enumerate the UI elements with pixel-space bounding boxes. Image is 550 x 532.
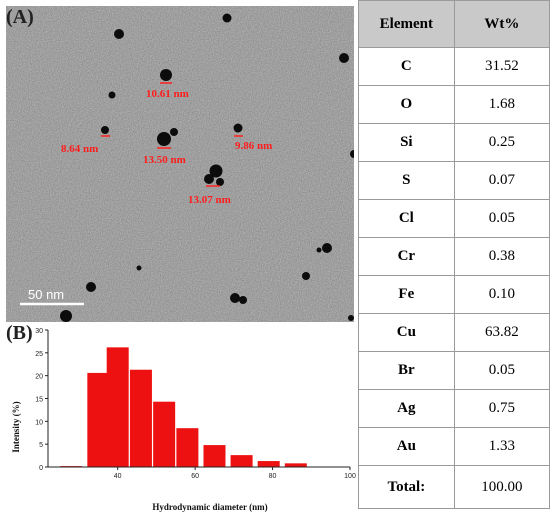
y-tick-label: 10: [35, 419, 43, 426]
element-cell: Cl: [358, 199, 455, 238]
annotation-2: 8.64 nm: [61, 143, 98, 155]
annotation-3: 13.50 nm: [143, 154, 186, 166]
table-row: Fe 0.10: [358, 275, 550, 314]
annotation-4: 9.86 nm: [235, 140, 272, 152]
x-tick-label: 60: [191, 473, 199, 480]
table-row: Si 0.25: [358, 123, 550, 162]
chart-bar: [87, 372, 110, 467]
x-tick-label: 80: [269, 473, 277, 480]
total-value: 100.00: [453, 465, 550, 509]
chart-svg: 0 5 10 15 20 25 30 40 60 80 100 Hydrodynamic diame…: [11, 328, 356, 512]
table-row: S 0.07: [358, 161, 550, 200]
element-cell: Fe: [358, 275, 455, 314]
element-cell: Br: [358, 351, 455, 390]
chart-bar: [129, 369, 152, 467]
value-cell: 0.07: [453, 161, 550, 200]
tem-micrograph: 10.61 nm 8.64 nm 13.50 nm 9.86 nm 13.07 …: [6, 6, 354, 322]
chart-bar: [153, 401, 176, 467]
element-cell: Ag: [358, 389, 455, 428]
panel-a-label: (A): [6, 6, 34, 28]
value-cell: 1.33: [453, 427, 550, 466]
y-tick-label: 5: [39, 442, 43, 449]
x-axis-label: Hydrodynamic diameter (nm): [152, 502, 267, 512]
y-tick-label: 0: [39, 465, 43, 472]
panel-b-label: (B): [6, 322, 33, 344]
value-cell: 0.10: [453, 275, 550, 314]
chart-bar: [257, 461, 280, 467]
nanoparticles: [60, 13, 354, 322]
chart-bar: [203, 445, 226, 467]
size-distribution-chart: 0 5 10 15 20 25 30 40 60 80 100 Hydrodynamic diame…: [0, 322, 360, 527]
header-element: Element: [358, 0, 455, 48]
element-cell: C: [358, 47, 455, 86]
value-cell: 0.05: [453, 199, 550, 238]
element-cell: S: [358, 161, 455, 200]
value-cell: 0.75: [453, 389, 550, 428]
table-row: Cl 0.05: [358, 199, 550, 238]
x-tick-label: 100: [344, 473, 356, 480]
chart-bar: [284, 463, 307, 467]
value-cell: 0.38: [453, 237, 550, 276]
chart-bar: [106, 347, 129, 467]
element-cell: Cu: [358, 313, 455, 352]
value-cell: 63.82: [453, 313, 550, 352]
y-tick-label: 30: [35, 328, 43, 335]
element-cell: Si: [358, 123, 455, 162]
table-header-row: Element Wt%: [358, 0, 550, 48]
table-row: Ag 0.75: [358, 389, 550, 428]
table-row: Br 0.05: [358, 351, 550, 390]
table-row: Au 1.33: [358, 427, 550, 466]
y-axis-label: Intensity (%): [11, 401, 21, 452]
element-cell: Au: [358, 427, 455, 466]
table-row: Cu 63.82: [358, 313, 550, 352]
total-row: Total: 100.00: [358, 465, 550, 509]
value-cell: 1.68: [453, 85, 550, 124]
chart-bar: [176, 428, 199, 467]
value-cell: 0.25: [453, 123, 550, 162]
measurement-markers: [101, 82, 243, 187]
y-tick-label: 15: [35, 397, 43, 404]
table-row: O 1.68: [358, 85, 550, 124]
elemental-composition-table: Element Wt% C 31.52 O 1.68 Si 0.25 S 0.07 Cl…: [358, 0, 550, 527]
table-row: C 31.52: [358, 47, 550, 86]
annotation-5: 13.07 nm: [188, 194, 231, 206]
chart-bar: [230, 455, 253, 467]
y-tick-label: 25: [35, 351, 43, 358]
micrograph-image: 10.61 nm 8.64 nm 13.50 nm 9.86 nm 13.07 …: [6, 6, 354, 322]
annotation-1: 10.61 nm: [146, 88, 189, 100]
header-wt-percent: Wt%: [453, 0, 550, 48]
scale-bar-label: 50 nm: [28, 287, 64, 302]
value-cell: 0.05: [453, 351, 550, 390]
y-tick-label: 20: [35, 374, 43, 381]
total-label: Total:: [358, 465, 455, 509]
element-cell: O: [358, 85, 455, 124]
value-cell: 31.52: [453, 47, 550, 86]
table-row: Cr 0.38: [358, 237, 550, 276]
x-tick-label: 40: [114, 473, 122, 480]
element-cell: Cr: [358, 237, 455, 276]
